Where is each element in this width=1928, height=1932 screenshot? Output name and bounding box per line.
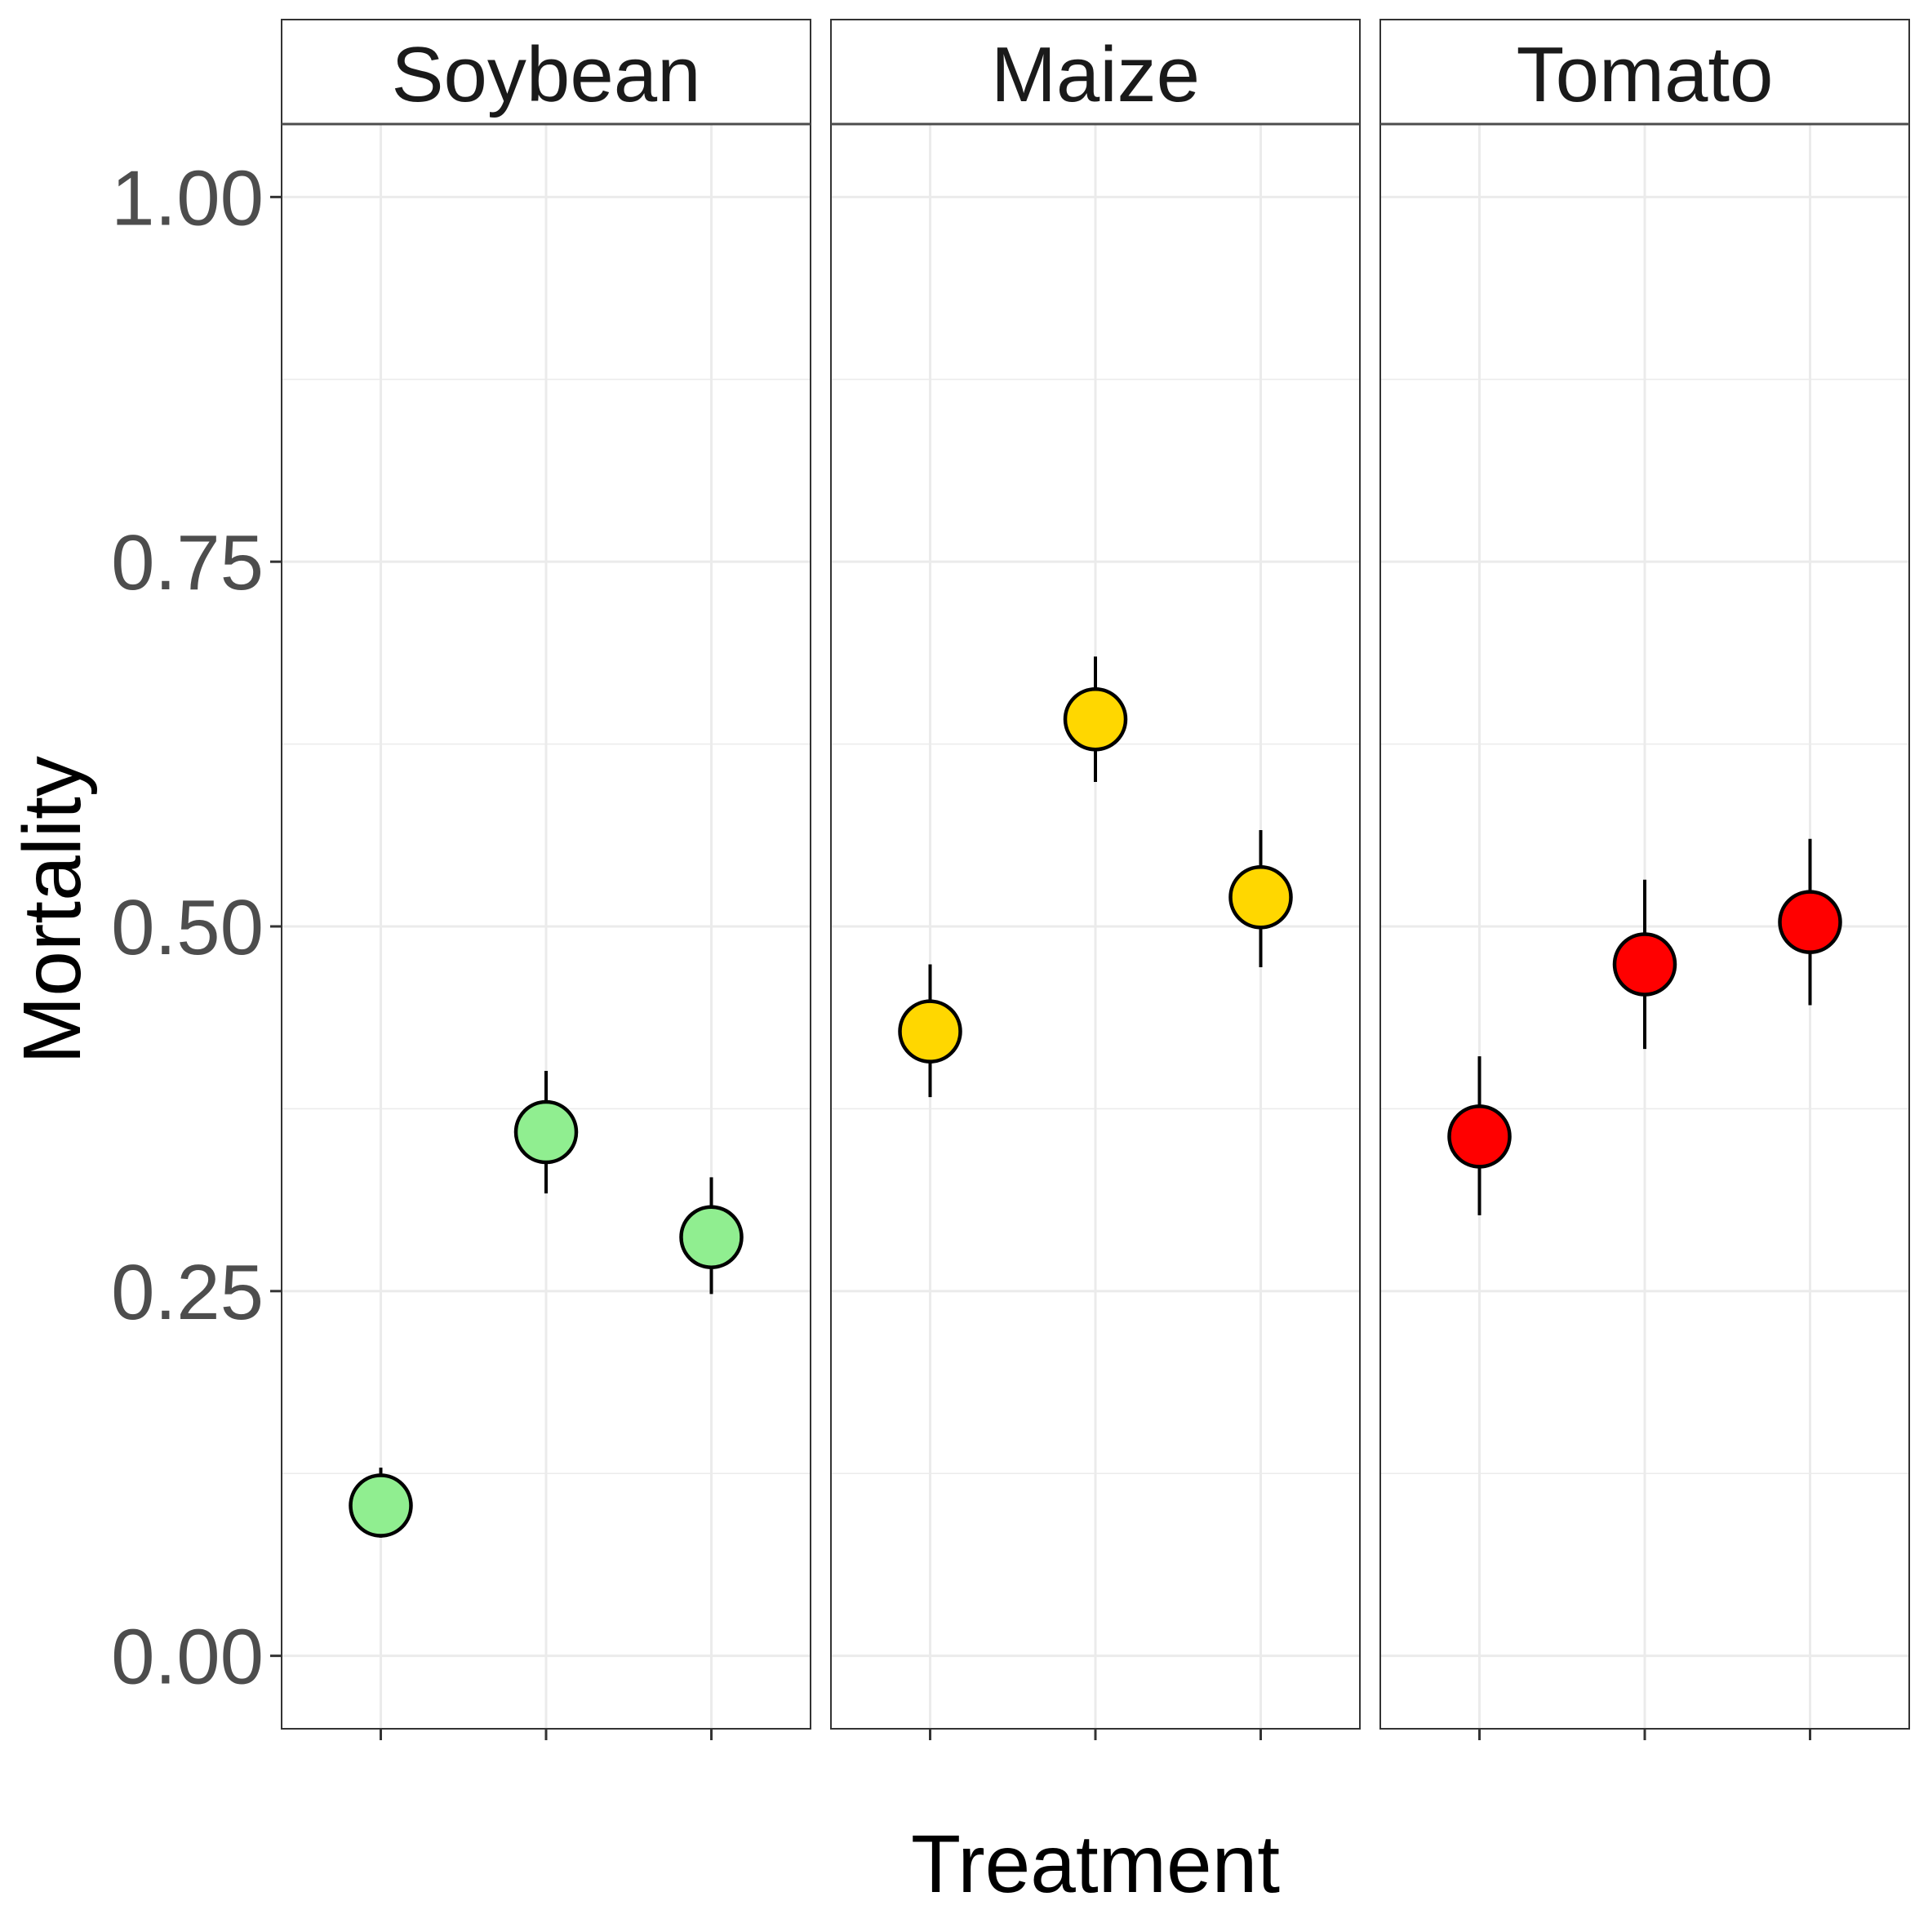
y-tick-label-4: 1.00	[111, 154, 264, 242]
strip-label-tomato: Tomato	[1517, 31, 1774, 118]
data-point-soybean-1	[513, 1099, 579, 1165]
data-point-tomato-2	[1778, 890, 1842, 954]
strip-box-tomato	[1379, 19, 1910, 125]
x-axis-title: Treatment	[911, 1819, 1280, 1910]
data-point-maize-0	[898, 999, 962, 1064]
data-point-soybean-2	[679, 1205, 744, 1269]
strip-label-soybean: Soybean	[392, 31, 701, 118]
y-tick-label-1: 0.25	[111, 1249, 264, 1336]
y-tick-label-2: 0.50	[111, 884, 264, 971]
strip-label-maize: Maize	[991, 31, 1200, 118]
data-point-maize-2	[1228, 865, 1293, 930]
strip-box-soybean	[281, 19, 811, 125]
y-tick-label-3: 0.75	[111, 519, 264, 606]
y-tick-label-0: 0.00	[111, 1614, 264, 1701]
strip-box-maize	[830, 19, 1361, 125]
data-point-tomato-1	[1612, 932, 1677, 997]
data-point-maize-1	[1063, 686, 1128, 752]
data-point-soybean-0	[349, 1473, 413, 1538]
data-point-tomato-0	[1447, 1104, 1512, 1169]
y-axis-title: Mortality	[7, 756, 98, 1064]
